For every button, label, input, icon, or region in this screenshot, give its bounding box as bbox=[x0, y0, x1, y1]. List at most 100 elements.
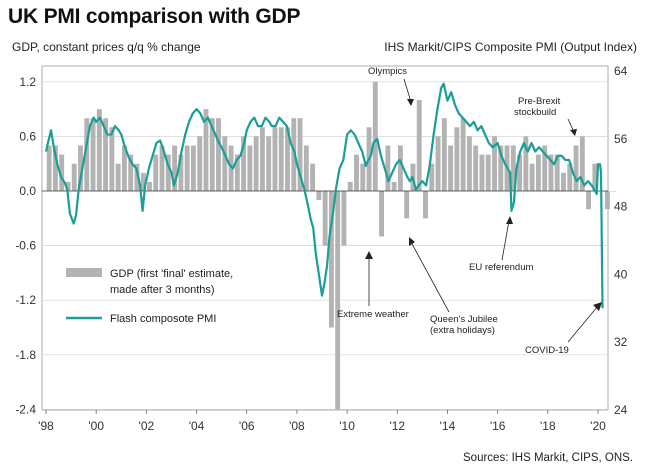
annotation-pre-brexit: Pre-Brexit stockbuild bbox=[514, 96, 577, 136]
gdp-bar-78 bbox=[535, 154, 541, 191]
legend-gdp-label-1: GDP (first 'final' estimate, bbox=[110, 268, 233, 280]
gdp-bar-1 bbox=[52, 145, 58, 191]
gdp-bar-28 bbox=[222, 136, 228, 191]
gdp-bar-34 bbox=[259, 127, 265, 191]
gdp-bar-86 bbox=[586, 191, 592, 210]
gdp-bar-41 bbox=[303, 145, 309, 191]
gdp-bar-53 bbox=[379, 191, 385, 237]
annotation-extreme-weather-label: Extreme weather bbox=[337, 309, 409, 320]
gdp-bar-27 bbox=[216, 118, 221, 191]
gdp-bar-6 bbox=[84, 118, 90, 191]
legend-gdp-label-2: made after 3 months) bbox=[110, 284, 215, 296]
gdp-bar-72 bbox=[498, 145, 504, 191]
gdp-bar-63 bbox=[441, 118, 447, 191]
gdp-bar-67 bbox=[466, 136, 472, 191]
gdp-bar-18 bbox=[159, 145, 165, 191]
gdp-bar-39 bbox=[291, 118, 297, 191]
annotation-eu-referendum: EU referendum bbox=[469, 216, 534, 273]
right-axis-title: IHS Markit/CIPS Composite PMI (Output In… bbox=[384, 40, 637, 54]
annotation-queens-jubilee: Queen's Jubilee (extra holidays) bbox=[409, 237, 498, 336]
gdp-bar-84 bbox=[573, 145, 579, 191]
gdp-bar-68 bbox=[473, 145, 479, 191]
gdp-bar-29 bbox=[228, 145, 234, 191]
gdp-bar-43 bbox=[316, 191, 322, 201]
x-tick-label-0: '98 bbox=[38, 419, 54, 433]
gdp-bar-42 bbox=[310, 163, 316, 191]
gdp-bar-22 bbox=[184, 145, 190, 191]
plot-frame bbox=[41, 65, 609, 411]
x-tick-label-9: '16 bbox=[490, 419, 506, 433]
gdp-bar-9 bbox=[103, 118, 109, 191]
gdp-bar-23 bbox=[190, 145, 196, 191]
x-tick-label-4: '06 bbox=[239, 419, 255, 433]
gdp-bar-75 bbox=[517, 154, 523, 191]
grid-layer bbox=[42, 81, 608, 410]
x-tick-label-2: '02 bbox=[139, 419, 155, 433]
annotation-olympics-label: Olympics bbox=[368, 66, 407, 77]
annotation-pre-brexit-label-1: Pre-Brexit bbox=[518, 96, 561, 107]
left-tick-label-6: 1.2 bbox=[19, 75, 36, 89]
gdp-bars bbox=[46, 81, 617, 410]
gdp-bar-83 bbox=[567, 163, 573, 191]
gdp-bar-81 bbox=[554, 154, 560, 191]
gdp-bar-79 bbox=[542, 145, 548, 191]
x-tick-label-5: '08 bbox=[289, 419, 305, 433]
annotation-olympics: Olympics bbox=[368, 66, 414, 106]
annotation-covid-19: COVID-19 bbox=[525, 302, 602, 356]
gdp-bar-47 bbox=[341, 191, 347, 246]
gdp-bar-38 bbox=[285, 127, 290, 191]
gdp-bar-8 bbox=[96, 109, 102, 191]
x-tick-label-1: '00 bbox=[88, 419, 104, 433]
left-tick-label-5: 0.6 bbox=[19, 129, 36, 143]
gdp-bar-66 bbox=[460, 118, 466, 191]
x-tick-label-6: '10 bbox=[339, 419, 355, 433]
gdp-bar-54 bbox=[385, 145, 391, 191]
gdp-bar-46 bbox=[335, 191, 341, 410]
x-tick-label-8: '14 bbox=[440, 419, 456, 433]
gdp-bar-32 bbox=[247, 145, 253, 191]
gdp-bar-14 bbox=[134, 163, 140, 191]
gdp-bar-64 bbox=[448, 145, 454, 191]
gdp-bar-10 bbox=[109, 127, 115, 191]
gdp-bar-31 bbox=[241, 136, 247, 191]
gdp-bar-33 bbox=[253, 136, 259, 191]
x-tick-label-10: '18 bbox=[540, 419, 556, 433]
gdp-bar-25 bbox=[203, 109, 209, 191]
right-tick-label-4: 56 bbox=[614, 132, 628, 146]
gdp-bar-16 bbox=[147, 181, 152, 191]
gdp-bar-87 bbox=[592, 163, 598, 191]
gdp-bar-50 bbox=[360, 163, 366, 191]
gdp-bar-55 bbox=[391, 181, 397, 191]
gdp-bar-74 bbox=[510, 145, 516, 191]
gdp-bar-65 bbox=[454, 127, 460, 191]
right-tick-label-3: 48 bbox=[614, 200, 628, 214]
gdp-bar-44 bbox=[322, 191, 328, 246]
annotation-pre-brexit-label-2: stockbuild bbox=[514, 107, 556, 118]
gdp-bar-12 bbox=[121, 145, 127, 191]
gdp-bar-80 bbox=[548, 154, 554, 191]
gdp-bar-3 bbox=[65, 181, 71, 191]
gdp-bar-0 bbox=[46, 145, 52, 191]
gdp-bar-5 bbox=[78, 145, 83, 191]
gdp-bar-17 bbox=[153, 154, 159, 191]
gdp-bar-26 bbox=[209, 118, 215, 191]
annotation-covid-19-label: COVID-19 bbox=[525, 345, 569, 356]
gdp-bar-76 bbox=[523, 136, 529, 191]
gdp-bar-90 bbox=[611, 191, 617, 192]
gdp-bar-77 bbox=[529, 163, 535, 191]
legend-gdp-swatch bbox=[66, 268, 102, 277]
gdp-bar-85 bbox=[579, 136, 585, 191]
chart-title: UK PMI comparison with GDP bbox=[8, 5, 301, 28]
gdp-bar-52 bbox=[372, 81, 378, 191]
gdp-bar-7 bbox=[90, 118, 96, 191]
left-axis-title: GDP, constant prices q/q % change bbox=[12, 40, 201, 54]
gdp-bar-35 bbox=[266, 136, 272, 191]
gdp-bar-36 bbox=[272, 127, 278, 191]
right-tick-label-5: 64 bbox=[614, 64, 628, 78]
tick-labels: -2.4 -1.8 -1.2 -0.6 0.0 0.6 1.2 24 32 40 48 56 64 '98… bbox=[15, 64, 627, 433]
gdp-bar-82 bbox=[561, 172, 566, 191]
annotation-queens-jubilee-label-1: Queen's Jubilee bbox=[430, 314, 498, 325]
right-tick-label-1: 32 bbox=[614, 335, 628, 349]
gdp-bar-2 bbox=[59, 154, 65, 191]
